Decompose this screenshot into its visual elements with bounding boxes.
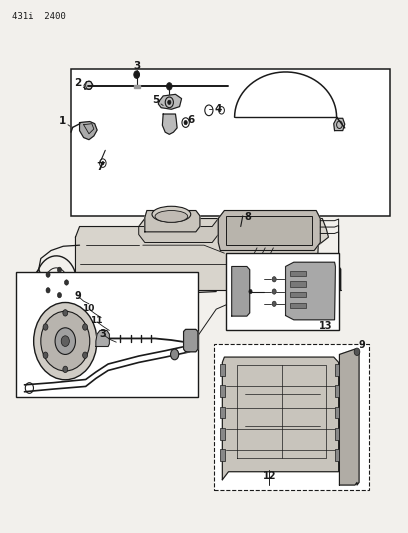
Circle shape xyxy=(272,301,276,306)
Text: 8: 8 xyxy=(245,212,252,222)
Ellipse shape xyxy=(155,211,188,222)
Circle shape xyxy=(171,349,179,360)
Text: 11: 11 xyxy=(90,317,102,325)
Bar xyxy=(220,407,225,418)
Text: 7: 7 xyxy=(97,162,104,172)
Polygon shape xyxy=(218,211,320,251)
Circle shape xyxy=(102,161,104,165)
Polygon shape xyxy=(232,266,250,316)
Text: 10: 10 xyxy=(82,304,94,312)
Circle shape xyxy=(272,289,276,294)
Ellipse shape xyxy=(152,206,191,222)
Polygon shape xyxy=(158,94,182,109)
Bar xyxy=(220,385,225,397)
Bar xyxy=(290,303,306,308)
Ellipse shape xyxy=(33,303,97,379)
Bar xyxy=(214,344,369,490)
Bar xyxy=(290,292,306,297)
Text: 1: 1 xyxy=(59,116,67,126)
Bar xyxy=(290,281,306,287)
Circle shape xyxy=(272,277,276,282)
Text: 2: 2 xyxy=(74,78,81,87)
Bar xyxy=(335,385,339,397)
Text: 3: 3 xyxy=(100,329,106,339)
Text: 3: 3 xyxy=(133,61,140,71)
Bar xyxy=(16,272,198,397)
Circle shape xyxy=(51,276,61,289)
Polygon shape xyxy=(134,85,140,88)
Polygon shape xyxy=(84,82,93,89)
Circle shape xyxy=(82,324,87,330)
Polygon shape xyxy=(162,114,177,134)
Text: 12: 12 xyxy=(262,471,276,481)
Text: 431i  2400: 431i 2400 xyxy=(12,12,66,21)
Bar xyxy=(290,271,306,276)
Text: 13: 13 xyxy=(319,321,333,331)
Bar xyxy=(335,364,339,376)
Bar xyxy=(335,449,339,461)
Bar xyxy=(220,364,225,376)
Circle shape xyxy=(46,288,50,293)
Polygon shape xyxy=(222,357,339,480)
Text: 6: 6 xyxy=(187,116,195,125)
Circle shape xyxy=(55,328,75,354)
Bar xyxy=(335,428,339,440)
Circle shape xyxy=(46,272,50,277)
Bar xyxy=(226,253,339,330)
Polygon shape xyxy=(145,211,200,232)
Circle shape xyxy=(354,348,360,356)
Text: 9: 9 xyxy=(358,340,365,350)
Circle shape xyxy=(134,71,140,78)
Circle shape xyxy=(249,289,252,294)
Bar xyxy=(220,428,225,440)
Bar xyxy=(226,216,312,245)
Circle shape xyxy=(64,280,69,285)
Bar xyxy=(220,449,225,461)
Text: 9: 9 xyxy=(74,291,81,301)
Circle shape xyxy=(63,366,68,373)
Circle shape xyxy=(82,352,87,359)
Text: 5: 5 xyxy=(152,95,160,105)
Polygon shape xyxy=(339,349,359,485)
Circle shape xyxy=(184,120,187,125)
Text: 4: 4 xyxy=(214,104,222,114)
Circle shape xyxy=(168,100,171,104)
Circle shape xyxy=(58,267,62,272)
Ellipse shape xyxy=(41,311,90,371)
Polygon shape xyxy=(80,122,97,140)
Circle shape xyxy=(43,324,48,330)
Polygon shape xyxy=(286,262,335,320)
Circle shape xyxy=(58,293,62,298)
Polygon shape xyxy=(334,118,345,131)
Polygon shape xyxy=(184,329,198,352)
Circle shape xyxy=(63,310,68,316)
Circle shape xyxy=(166,83,172,90)
Polygon shape xyxy=(96,330,109,346)
Circle shape xyxy=(61,336,69,346)
Polygon shape xyxy=(75,219,328,290)
Circle shape xyxy=(43,352,48,359)
Bar xyxy=(335,407,339,418)
Polygon shape xyxy=(139,219,218,243)
Bar xyxy=(71,69,390,216)
